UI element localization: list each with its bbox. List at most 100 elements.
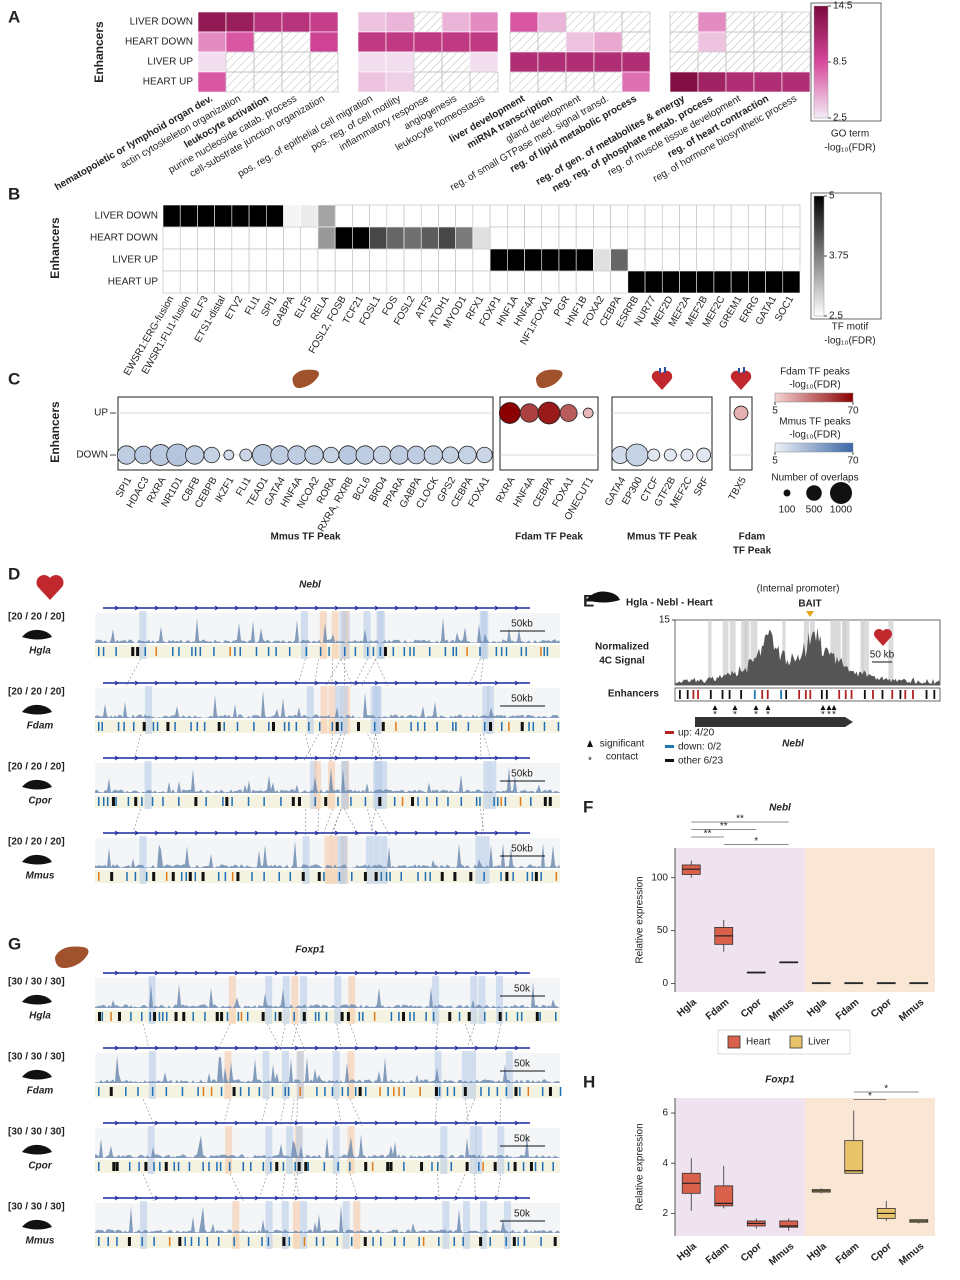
homology-band [306,686,314,734]
homology-band [341,761,349,809]
enhancer-mark [155,647,157,656]
liver-icon [55,946,89,969]
heat-cell [309,31,339,53]
enhancer-mark [679,690,681,699]
heat-cell [509,51,539,73]
signal-bg [95,763,560,793]
enhancer-mark [134,872,137,881]
enhancer-mark [270,1162,272,1171]
enhancer-mark [543,722,546,731]
enhancer-mark [347,1087,349,1096]
contact-band [862,620,869,685]
heat-cell [537,11,567,33]
enhancer-mark [426,797,428,806]
gene-arrow [374,970,379,976]
panel-title: Nebl [299,580,321,591]
empty-cell [669,11,699,33]
enhancer-mark [452,647,454,656]
gene-arrow [494,680,499,686]
gene-arrow [394,1045,399,1051]
enhancer-mark [217,722,221,731]
empty-cell [713,226,732,250]
homology-band [432,976,440,1024]
heat-cell [644,270,663,294]
gene-arrow [154,1195,159,1201]
empty-cell [386,248,405,272]
heat-cell [565,51,595,73]
enhancer-mark [532,722,535,731]
homology-link [435,1023,438,1052]
homology-link [468,658,481,687]
homology-band [139,611,147,659]
empty-cell [283,248,302,272]
empty-cell [420,204,439,228]
contact-band [841,620,847,685]
enhancer-mark [331,722,334,731]
row-label: LIVER UP [147,57,193,68]
homology-link [296,1098,299,1127]
species-icon [22,854,52,865]
homology-band [309,761,317,809]
gene-arrow [214,605,219,611]
y-tick-label: 0 [662,978,668,989]
colorbar-tick-label: 14.5 [833,1,853,12]
empty-cell [593,270,611,294]
enhancer-mark [314,1012,317,1021]
enhancer-mark [98,1012,101,1021]
colorbar-tick-label: 8.5 [833,57,847,68]
enhancer-mark [349,1162,351,1171]
track-scale: [30 / 30 / 30] [8,1127,65,1138]
enhancer-mark [513,1162,517,1171]
gene-arrow [474,970,479,976]
empty-cell [334,248,353,272]
heat-cell [214,204,233,228]
empty-cell [558,270,577,294]
gene-arrow [434,680,439,686]
scale-bar-label: 50kb [511,844,533,855]
empty-cell [386,270,405,294]
enhancer-mark [220,1087,223,1096]
heat-cell [782,270,801,294]
empty-cell [248,226,267,250]
species-label: Cpor [28,796,52,807]
contact-band [722,620,729,685]
empty-cell [541,270,560,294]
enhancer-mark [338,872,341,881]
gene-arrow [134,755,139,761]
enhancer-mark [213,647,215,656]
enhancer-mark [215,1012,219,1021]
enhancer-mark [178,647,180,656]
empty-cell [593,226,611,250]
homology-band [324,836,332,884]
enhancer-mark [520,647,523,656]
enhancer-mark [198,1237,200,1246]
gene-arrow [374,1045,379,1051]
enhancer-mark [228,1162,231,1171]
enhancer-mark [210,1087,213,1096]
heat-cell [575,248,594,272]
heat-cell [283,204,302,228]
enhancer-mark [403,1237,405,1246]
enhancer-mark [520,722,524,731]
legend-swatch [665,745,674,748]
empty-cell [524,226,543,250]
enhancer-mark [168,1237,171,1246]
heat-cell [403,226,422,250]
enhancer-mark [520,1012,523,1021]
enhancer-mark [295,722,298,731]
homology-band [320,686,328,734]
homology-band [376,611,384,659]
enhancer-mark [425,1012,427,1021]
bubble [582,407,594,419]
enhancer-mark [525,647,527,656]
gene-arrow [514,1045,519,1051]
enhancer-mark [363,872,367,881]
empty-cell [253,51,283,73]
heat-cell [697,31,727,53]
homology-band [232,1201,240,1249]
enhancer-mark [190,722,192,731]
empty-cell [575,270,594,294]
enhancer-mark [410,722,412,731]
enhancer-mark [275,1162,279,1171]
heat-cell [697,71,727,93]
